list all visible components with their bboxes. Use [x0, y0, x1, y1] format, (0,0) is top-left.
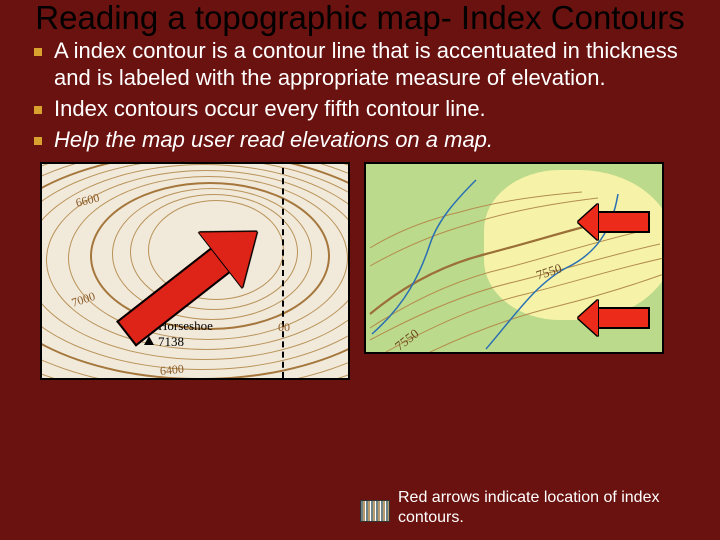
caption-text: Red arrows indicate location of index co… [398, 488, 688, 528]
bullet-item: Index contours occur every fifth contour… [54, 96, 680, 123]
slide-title: Reading a topographic map- Index Contour… [0, 0, 720, 36]
elevation-label: 00 [278, 320, 290, 335]
topographic-map-2: 75507550 [364, 162, 664, 354]
bullet-item: Help the map user read elevations on a m… [54, 127, 680, 154]
bullet-item: A index contour is a contour line that i… [54, 38, 680, 92]
elevation-label: 6400 [159, 361, 184, 378]
arrow-icon [578, 204, 650, 240]
bullet-list: A index contour is a contour line that i… [0, 36, 720, 157]
images-row: 66007000006400Horseshoe7138 75507550 [0, 158, 720, 380]
topographic-map-1: 66007000006400Horseshoe7138 [40, 162, 350, 380]
decorative-strip [360, 500, 390, 522]
arrow-icon [578, 300, 650, 336]
slide: Reading a topographic map- Index Contour… [0, 0, 720, 540]
